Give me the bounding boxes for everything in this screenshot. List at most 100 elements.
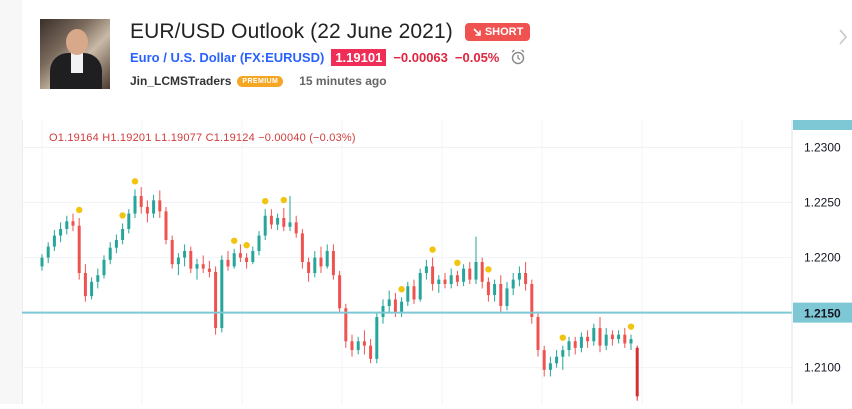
candle-body [610,334,614,340]
candle-body [536,317,540,351]
candle-body [338,275,342,309]
pivot-markers [76,178,635,341]
price-tick-label: 1.2300 [804,141,841,155]
support-price-box [793,302,852,323]
title-row: EUR/USD Outlook (22 June 2021) SHORT [130,18,531,46]
ohlc-close-label: C [205,132,214,144]
candle-body [424,266,428,274]
candle-body [207,268,211,272]
candle-body [121,228,125,240]
candle-body [573,341,577,348]
candle-body [77,225,81,274]
candle-body [83,273,87,297]
avatar-figure-head [66,29,88,55]
candle-body [201,264,205,269]
candle-body [139,195,143,207]
candle-body [288,222,292,227]
ohlc-change: −0.00040 (−0.03%) [258,132,356,144]
candle-body [65,221,69,229]
candle-body [183,250,187,258]
candle-body [437,279,441,285]
candle-body [195,264,199,269]
candle-body [52,235,56,247]
pivot-marker-dot [119,212,126,219]
candle-body [220,259,224,329]
pivot-marker-dot [454,259,461,267]
symbol-row: Euro / U.S. Dollar (FX:EURUSD) 1.19101 −… [130,47,527,67]
symbol-code: (FX:EURUSD) [239,49,325,65]
pivot-marker-dot [243,241,250,249]
author-avatar[interactable] [40,19,110,89]
candle-body [114,239,118,248]
price-change-pct: −0.05% [454,49,500,65]
candle-body [617,334,621,340]
candle-body [313,257,317,274]
candle-body [356,341,360,351]
candle-body [387,299,391,307]
support-price-label: 1.2150 [804,307,841,321]
chart-grid [22,120,792,404]
candlestick-chart[interactable]: 1.2300 1.2250 1.2200 1.2100 1.2150 [22,120,852,404]
candle-body [524,273,528,285]
candle-body [102,259,106,276]
candle-body [319,257,323,267]
ohlc-close-value: 1.19124 [213,132,255,144]
candle-body [164,211,168,240]
symbol-name: Euro / U.S. Dollar [130,49,237,65]
ohlc-high-value: 1.19201 [110,132,152,144]
ohlc-high-label: H [102,132,111,144]
candle-body [486,281,490,296]
alarm-clock-icon[interactable] [509,48,527,66]
candle-body [555,356,559,364]
candle-body [468,268,472,280]
price-tick-label: 1.2200 [804,251,841,265]
candle-body [431,266,435,285]
candle-body [307,262,311,274]
candle-body [499,284,503,307]
ohlc-low-value: 1.19077 [161,132,203,144]
last-price: 1.19101 [331,48,387,66]
candle-body [176,257,180,265]
ohlc-open-label: O [49,132,58,144]
idea-header: EUR/USD Outlook (22 June 2021) SHORT Eur… [22,0,852,120]
pivot-marker-dot [485,266,492,273]
candle-body [455,275,459,282]
candle-body [127,213,131,229]
candle-body [369,345,373,359]
candle-body [96,275,100,282]
published-time: 15 minutes ago [299,74,387,88]
candle-body [592,328,596,342]
candle-body [294,222,298,234]
symbol-link[interactable]: Euro / U.S. Dollar (FX:EURUSD) [130,50,324,65]
pivot-marker-dot [131,178,139,185]
candle-body [530,284,534,318]
top-price-marker [793,120,852,130]
author-name[interactable]: Jin_LCMSTraders [130,74,232,88]
candle-body [40,257,44,267]
candle-body [462,268,466,282]
candle-body [362,341,366,346]
candle-body [251,250,255,262]
candle-body [443,279,447,285]
candle-body [393,299,397,313]
pivot-marker-dot [262,197,269,205]
candle-body [276,217,280,225]
candle-body [604,334,608,346]
candle-body [381,306,385,318]
ohlc-low-label: L [154,132,162,144]
candle-body [263,215,267,236]
candle-body [71,221,75,226]
chevron-right-icon[interactable] [834,22,852,52]
candle-body [269,215,273,225]
candle-body [214,271,218,329]
candle-body [375,317,379,359]
price-change-abs: −0.00063 [393,49,448,65]
candle-body [548,363,552,370]
candle-body [517,273,521,280]
candle-body [406,286,410,302]
candle-body [238,253,242,258]
price-chart[interactable]: 1.2300 1.2250 1.2200 1.2100 1.2150 O1.19164 … [22,120,852,404]
pivot-marker-dot [429,246,436,253]
pivot-marker-dot [231,237,238,244]
candle-body [623,334,627,344]
